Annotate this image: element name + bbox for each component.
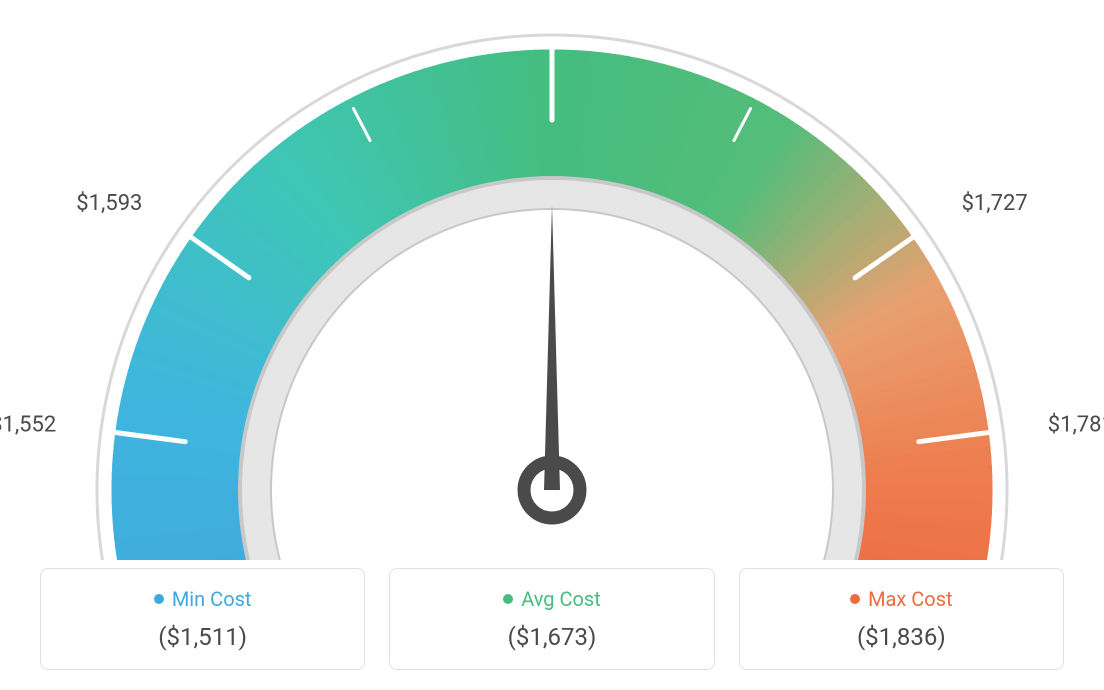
min-cost-value: ($1,511) bbox=[158, 623, 247, 651]
gauge-tick-label: $1,673 bbox=[519, 0, 585, 3]
avg-cost-value: ($1,673) bbox=[508, 623, 597, 651]
avg-cost-header: Avg Cost bbox=[503, 587, 601, 611]
avg-cost-label: Avg Cost bbox=[521, 587, 601, 611]
avg-cost-card: Avg Cost ($1,673) bbox=[389, 568, 714, 670]
gauge-tick-label: $1,781 bbox=[1048, 413, 1104, 438]
gauge-tick-label: $1,727 bbox=[962, 191, 1028, 216]
needle bbox=[544, 205, 560, 490]
gauge-svg: $1,511$1,552$1,593$1,673$1,727$1,781$1,8… bbox=[0, 0, 1104, 560]
max-cost-dot bbox=[850, 594, 860, 604]
gauge-chart-container: $1,511$1,552$1,593$1,673$1,727$1,781$1,8… bbox=[0, 0, 1104, 690]
min-cost-dot bbox=[154, 594, 164, 604]
max-cost-label: Max Cost bbox=[868, 587, 953, 611]
gauge-tick-label: $1,593 bbox=[76, 191, 142, 216]
max-cost-header: Max Cost bbox=[850, 587, 953, 611]
min-cost-header: Min Cost bbox=[154, 587, 252, 611]
avg-cost-dot bbox=[503, 594, 513, 604]
gauge-tick-label: $1,552 bbox=[0, 413, 56, 438]
max-cost-value: ($1,836) bbox=[857, 623, 946, 651]
min-cost-label: Min Cost bbox=[172, 587, 252, 611]
summary-cards-row: Min Cost ($1,511) Avg Cost ($1,673) Max … bbox=[0, 568, 1104, 670]
min-cost-card: Min Cost ($1,511) bbox=[40, 568, 365, 670]
max-cost-card: Max Cost ($1,836) bbox=[739, 568, 1064, 670]
